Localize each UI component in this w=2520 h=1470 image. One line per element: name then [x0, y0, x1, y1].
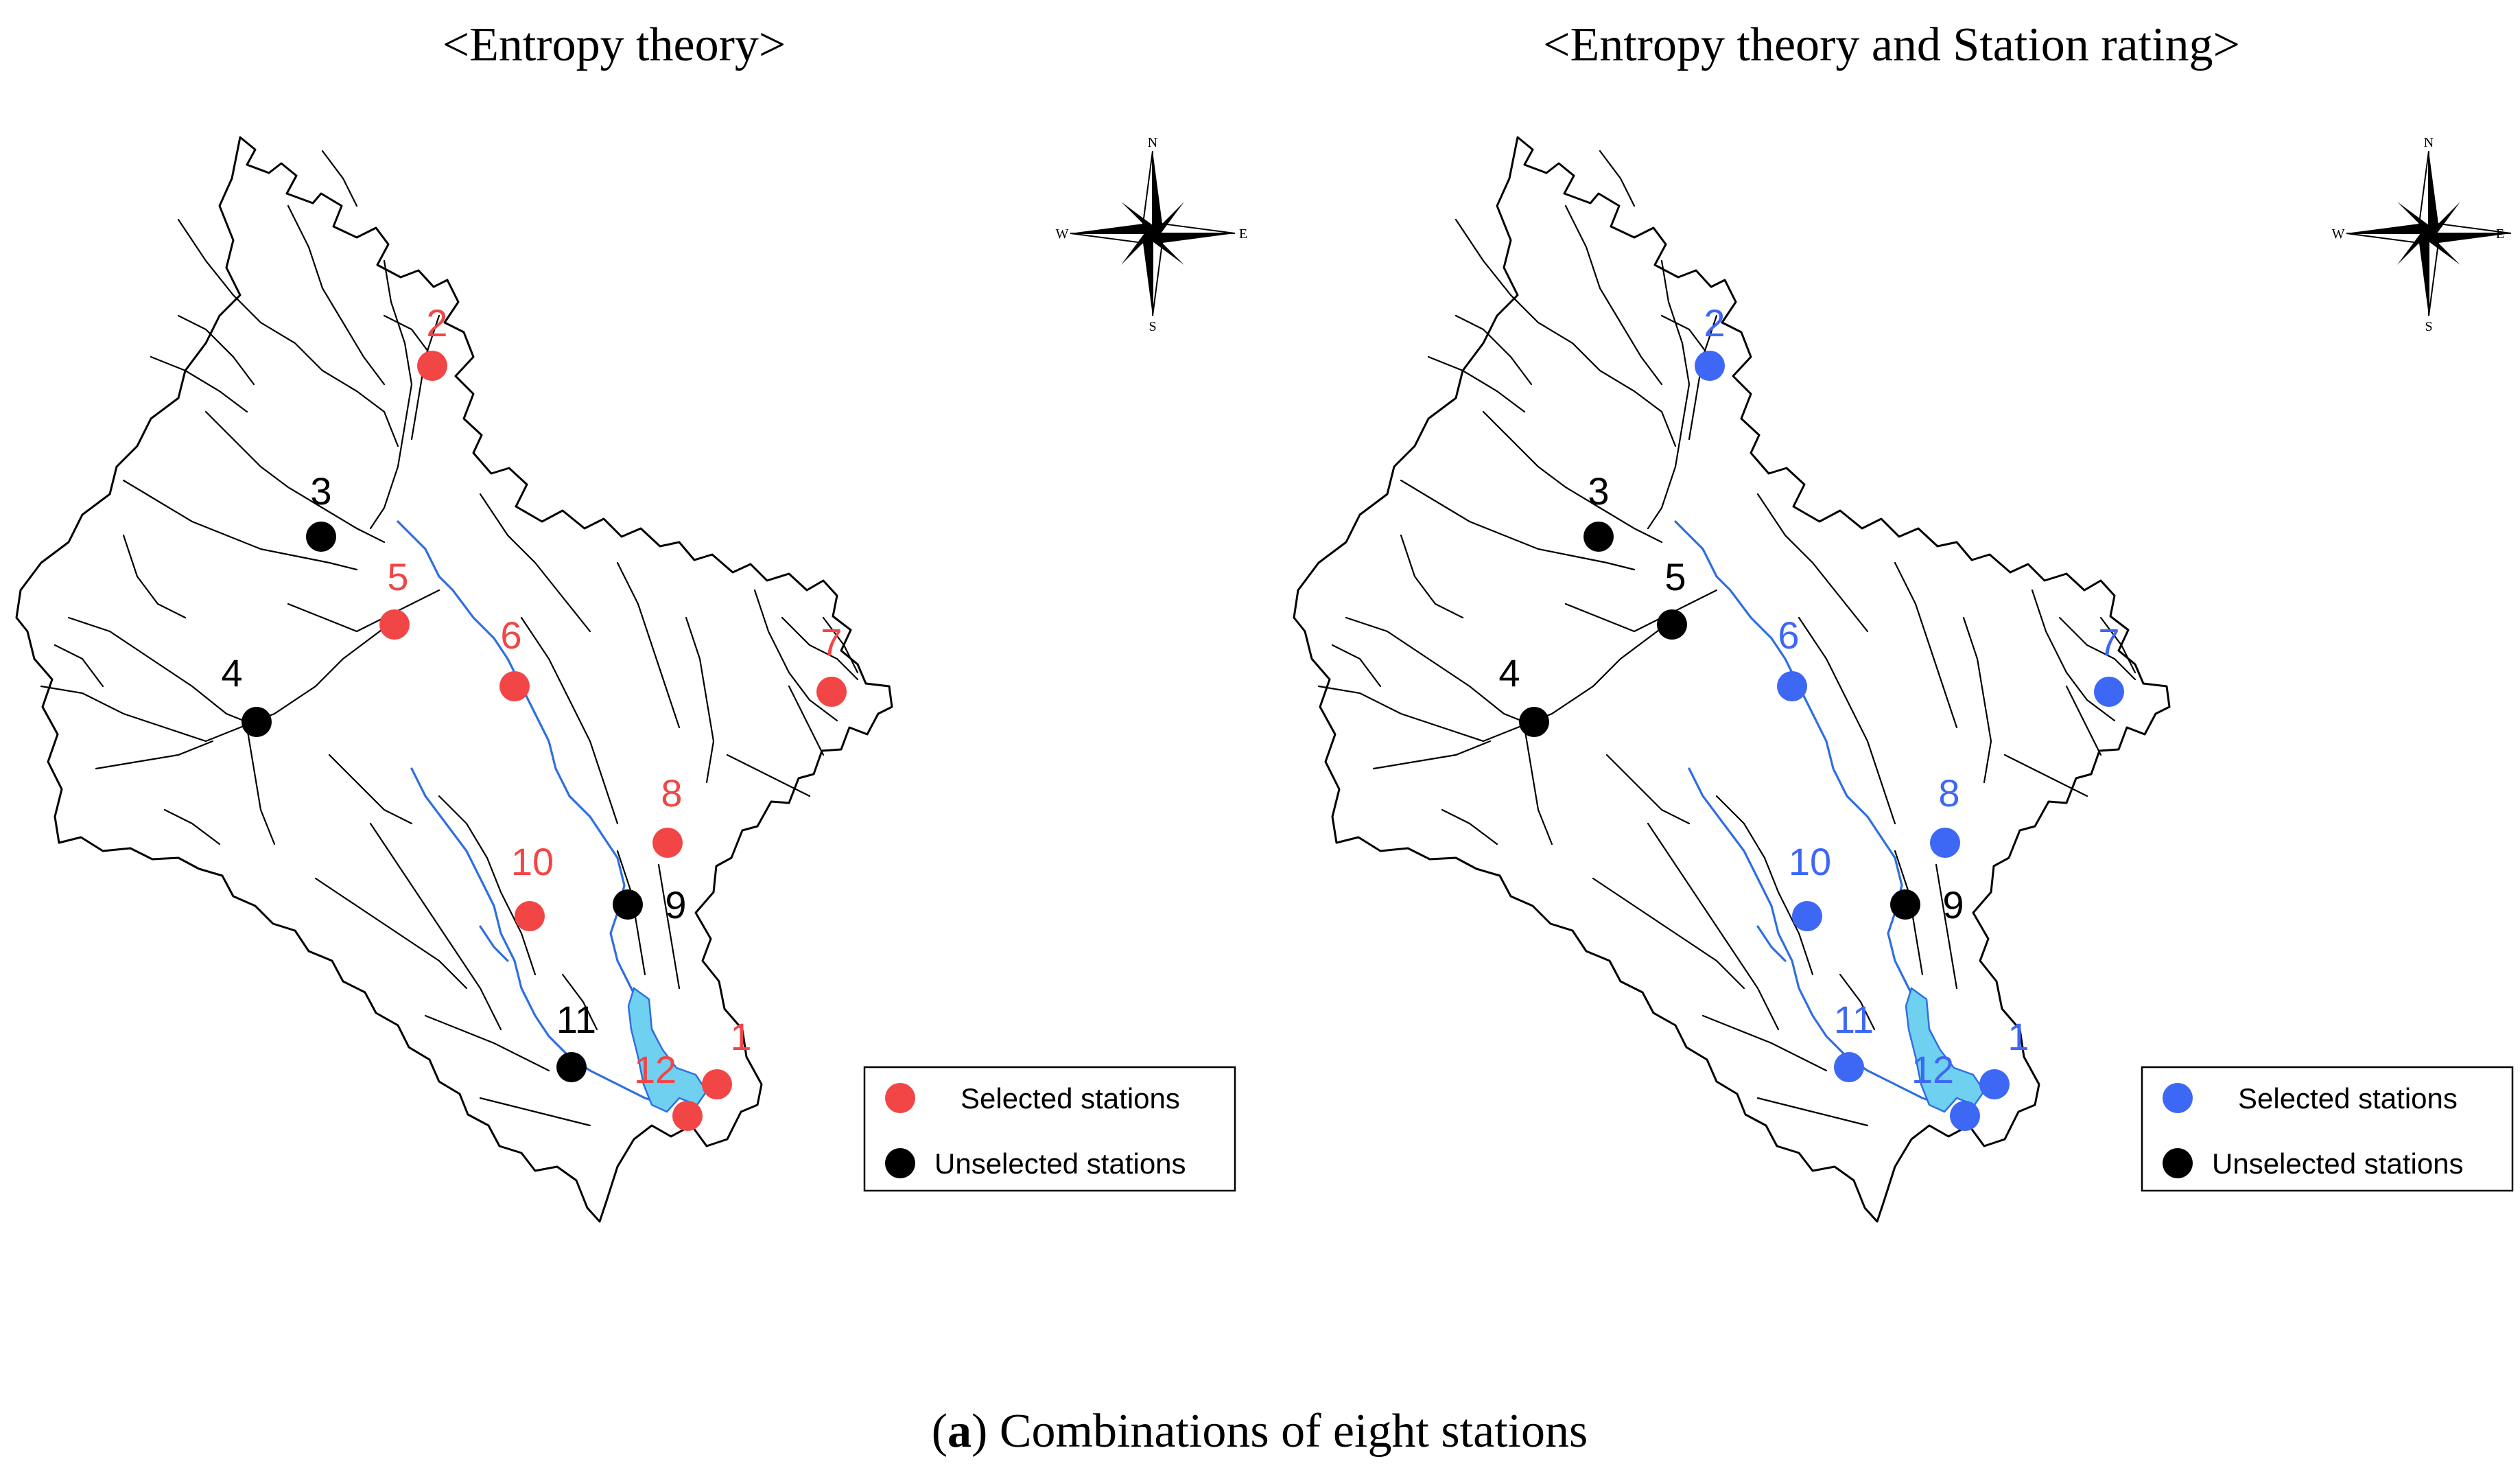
- compass-north-label: N: [2424, 135, 2434, 150]
- station-label-2: 2: [426, 301, 447, 345]
- panel-title: <Entropy theory>: [443, 19, 786, 71]
- station-label-3: 3: [310, 469, 331, 513]
- station-label-8: 8: [661, 771, 682, 815]
- watershed-map: [15, 136, 893, 1223]
- station-label-6: 6: [1778, 614, 1799, 657]
- compass-south-label: S: [2425, 319, 2432, 334]
- station-label-1: 1: [730, 1015, 751, 1058]
- station-marker-7: [2094, 677, 2124, 707]
- station-marker-10: [1792, 901, 1822, 931]
- station-label-8: 8: [1938, 771, 1959, 815]
- compass-west-label: W: [1056, 226, 1069, 242]
- compass-south-label: S: [1149, 319, 1156, 334]
- station-marker-9: [1890, 889, 1920, 920]
- station-label-2: 2: [1704, 301, 1725, 345]
- station-label-4: 4: [1498, 651, 1520, 695]
- station-marker-9: [613, 889, 643, 920]
- legend: Selected stations Unselected stations: [863, 1066, 1236, 1192]
- legend-selected-label: Selected stations: [2238, 1082, 2458, 1115]
- legend-unselected-label: Unselected stations: [2212, 1147, 2464, 1180]
- station-marker-4: [242, 707, 272, 737]
- station-marker-7: [816, 677, 847, 707]
- station-label-6: 6: [500, 614, 521, 657]
- station-label-4: 4: [221, 651, 242, 695]
- station-marker-4: [1519, 707, 1549, 737]
- station-label-5: 5: [387, 555, 408, 598]
- station-label-3: 3: [1588, 469, 1609, 513]
- station-marker-1: [702, 1069, 732, 1099]
- station-label-1: 1: [2007, 1015, 2029, 1058]
- legend-selected-marker: [2163, 1083, 2193, 1113]
- legend-selected-label: Selected stations: [961, 1082, 1180, 1115]
- station-marker-8: [1930, 828, 1960, 858]
- station-label-10: 10: [511, 840, 554, 883]
- station-marker-8: [652, 828, 683, 858]
- panel-title: <Entropy theory and Station rating>: [1543, 19, 2240, 71]
- station-label-5: 5: [1664, 555, 1686, 598]
- panel-entropy-theory-and-station-rating: <Entropy theory and Station rating> N E …: [1293, 19, 2514, 1223]
- station-marker-6: [499, 671, 530, 701]
- caption-text: Combinations of eight stations: [987, 1405, 1588, 1458]
- legend-unselected-marker: [885, 1148, 915, 1178]
- station-marker-3: [306, 522, 336, 552]
- station-marker-12: [1950, 1101, 1980, 1131]
- station-marker-11: [556, 1052, 587, 1082]
- station-label-10: 10: [1789, 840, 1831, 883]
- watershed-map: [1293, 136, 2171, 1223]
- station-label-12: 12: [1911, 1048, 1954, 1091]
- compass-east-label: E: [2496, 226, 2504, 242]
- station-marker-10: [515, 901, 545, 931]
- station-label-9: 9: [1942, 883, 1964, 926]
- legend-selected-marker: [885, 1083, 915, 1113]
- station-marker-3: [1583, 522, 1614, 552]
- legend: Selected stations Unselected stations: [2141, 1066, 2514, 1192]
- compass-rose-icon: N E S W: [2332, 135, 2512, 334]
- station-marker-2: [417, 351, 447, 381]
- station-marker-1: [1979, 1069, 2010, 1099]
- station-label-11: 11: [1834, 998, 1874, 1041]
- station-label-7: 7: [2098, 620, 2119, 664]
- station-label-9: 9: [665, 883, 686, 926]
- station-marker-5: [1657, 609, 1687, 640]
- compass-rose-icon: N E S W: [1056, 135, 1248, 334]
- station-marker-2: [1695, 351, 1725, 381]
- compass-west-label: W: [2332, 226, 2345, 242]
- station-marker-5: [379, 609, 410, 640]
- figure-caption: (a) Combinations of eight stations: [932, 1405, 1588, 1458]
- legend-box: [2141, 1066, 2514, 1192]
- legend-box: [863, 1066, 1236, 1192]
- compass-north-label: N: [1148, 135, 1157, 150]
- station-label-11: 11: [556, 998, 596, 1041]
- station-label-12: 12: [634, 1048, 676, 1091]
- station-label-7: 7: [821, 620, 842, 664]
- caption-letter: a: [947, 1405, 972, 1458]
- legend-unselected-marker: [2163, 1148, 2193, 1178]
- compass-east-label: E: [1239, 226, 1247, 242]
- legend-unselected-label: Unselected stations: [934, 1147, 1186, 1180]
- station-marker-6: [1777, 671, 1807, 701]
- station-marker-11: [1834, 1052, 1864, 1082]
- station-marker-12: [672, 1101, 703, 1131]
